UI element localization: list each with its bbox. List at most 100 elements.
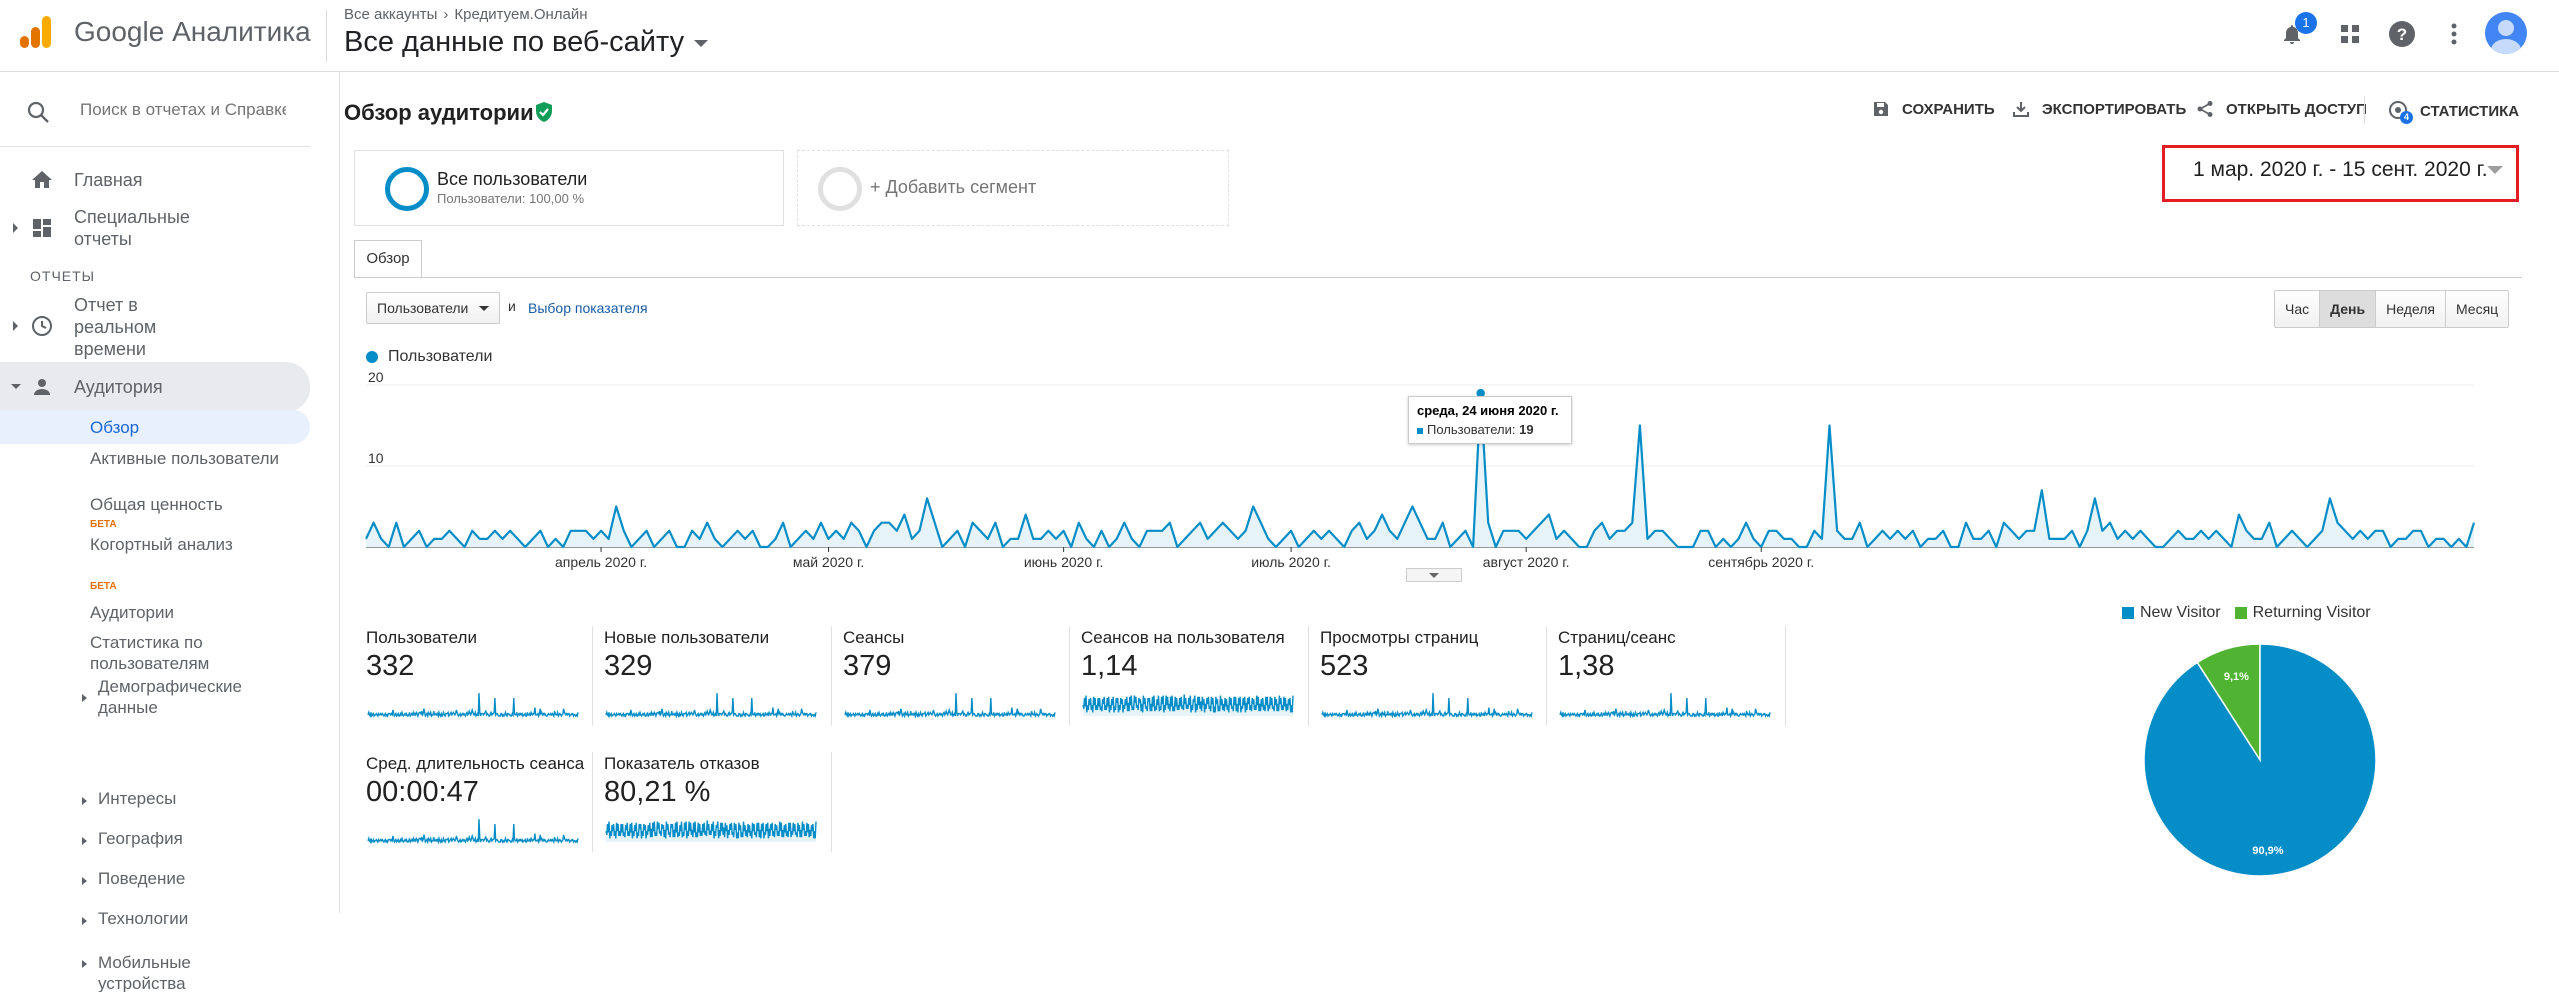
pie-slice-label: 90,9% <box>2252 845 2283 857</box>
sidebar-item-custom-reports[interactable]: Специальные отчеты <box>0 200 310 256</box>
tooltip-label: Пользователи: <box>1427 422 1516 437</box>
insights-button[interactable]: 4 СТАТИСТИКА <box>2388 100 2519 124</box>
kpi-card[interactable]: Сеансы 379 <box>843 628 1079 752</box>
choose-metric-link[interactable]: Выбор показателя <box>528 300 648 316</box>
kpi-card[interactable]: Пользователи 332 <box>366 628 602 752</box>
sidebar-subitem-cohort[interactable]: Когортный анализ БЕТА <box>0 534 310 594</box>
sidebar-item-label: Специальные отчеты <box>74 207 190 249</box>
kpi-value: 00:00:47 <box>366 776 479 808</box>
view-selector[interactable]: Все данные по веб-сайту <box>344 26 709 59</box>
sidebar-subitem-demographics[interactable]: Демографические данные <box>0 676 310 720</box>
more-options-button[interactable] <box>2436 16 2472 52</box>
collapse-arrow-icon[interactable] <box>11 384 21 389</box>
granularity-month-button[interactable]: Месяц <box>2445 291 2509 327</box>
kpi-name: Просмотры страниц <box>1320 628 1479 647</box>
apps-button[interactable] <box>2332 16 2368 52</box>
sidebar-subitem-label: Поведение <box>98 869 186 888</box>
sidebar-subitem-user-explorer[interactable]: Статистика по пользователям <box>0 630 310 674</box>
chart-legend: Пользователи <box>366 348 492 366</box>
tab-overview[interactable]: Обзор <box>354 240 422 278</box>
expand-arrow-icon[interactable] <box>82 694 87 702</box>
kpi-sparkline <box>1321 693 1533 718</box>
sidebar-subitem-technology[interactable]: Технологии <box>0 909 310 946</box>
kpi-card[interactable]: Новые пользователи 329 <box>604 628 840 752</box>
granularity-day-button[interactable]: День <box>2320 291 2377 327</box>
kpi-divider <box>1546 626 1547 726</box>
sidebar-subitem-label: Демографические данные <box>98 677 242 717</box>
sidebar-subitem-geo[interactable]: География <box>0 829 310 866</box>
kpi-value: 523 <box>1320 650 1369 682</box>
expand-arrow-icon[interactable] <box>13 223 18 233</box>
sidebar-subitem-lifetime-value[interactable]: Общая ценность БЕТА <box>0 494 310 536</box>
segment-all-users[interactable]: Все пользователи Пользователи: 100,00 % <box>354 150 784 226</box>
add-segment-button[interactable]: + Добавить сегмент <box>797 150 1229 226</box>
chart-collapse-handle[interactable] <box>1406 568 1462 582</box>
breadcrumb-all-accounts[interactable]: Все аккаунты <box>344 6 438 23</box>
account-avatar[interactable] <box>2485 12 2527 54</box>
breadcrumb-account[interactable]: Кредитуем.Онлайн <box>454 6 588 23</box>
search-input[interactable] <box>80 100 286 120</box>
sparkline-line <box>367 693 579 718</box>
help-button[interactable]: ? <box>2384 16 2420 52</box>
pie-legend-item[interactable]: Returning Visitor <box>2234 604 2371 622</box>
date-range-picker[interactable]: 1 мар. 2020 г. - 15 сент. 2020 г. <box>2162 145 2519 202</box>
kpi-sparkline <box>605 820 817 842</box>
download-icon <box>2013 102 2029 117</box>
sidebar-subitem-overview[interactable]: Обзор <box>0 410 310 444</box>
sidebar-item-label: Отчет в реальном времени <box>74 295 157 359</box>
kpi-value: 1,38 <box>1558 650 1615 682</box>
notifications-button[interactable] <box>2274 16 2310 52</box>
kpi-divider <box>1785 626 1786 726</box>
and-label: и <box>508 298 516 314</box>
save-button[interactable]: СОХРАНИТЬ <box>1872 100 1995 118</box>
export-button[interactable]: ЭКСПОРТИРОВАТЬ <box>2012 100 2186 118</box>
sidebar-subitem-active-users[interactable]: Активные пользователи <box>0 448 310 492</box>
expand-arrow-icon[interactable] <box>82 837 87 845</box>
granularity-hour-button[interactable]: Час <box>2275 291 2321 327</box>
breadcrumb[interactable]: Все аккаунты › Кредитуем.Онлайн <box>344 6 588 23</box>
user-avatar-icon <box>2485 12 2527 54</box>
tooltip-swatch <box>1417 427 1423 434</box>
sidebar-subitem-audiences[interactable]: Аудитории <box>0 600 310 628</box>
kpi-sparkline <box>844 693 1056 718</box>
expand-arrow-icon[interactable] <box>13 321 18 331</box>
kpi-sparkline <box>1559 693 1771 718</box>
pie-legend-item[interactable]: New Visitor <box>2122 604 2221 622</box>
tab-baseline <box>354 277 2522 278</box>
pie-slice[interactable] <box>2143 643 2377 877</box>
kpi-card[interactable]: Показатель отказов 80,21 % <box>604 754 840 878</box>
insights-icon: 4 <box>2388 100 2413 124</box>
share-button[interactable]: ОТКРЫТЬ ДОСТУП <box>2196 100 2367 118</box>
kpi-name: Страниц/сеанс <box>1558 628 1676 647</box>
users-line-chart[interactable]: 10 20 апрель 2020 г. май 2020 г. июнь 2020 г… <box>360 365 2500 575</box>
sidebar-subitem-interests[interactable]: Интересы <box>0 789 310 826</box>
kpi-card[interactable]: Сред. длительность сеанса 00:00:47 <box>366 754 602 878</box>
granularity-week-button[interactable]: Неделя <box>2376 291 2446 327</box>
sidebar-item-realtime[interactable]: Отчет в реальном времени <box>0 290 310 362</box>
kpi-name: Показатель отказов <box>604 754 760 773</box>
legend-swatch <box>366 351 378 363</box>
sidebar-item-audience[interactable]: Аудитория <box>0 362 310 412</box>
sidebar-subitem-mobile[interactable]: Мобильные устройства <box>0 952 310 992</box>
expand-arrow-icon[interactable] <box>82 797 87 805</box>
kpi-card[interactable]: Страниц/сеанс 1,38 <box>1558 628 1794 752</box>
segment-ring-icon <box>385 167 429 211</box>
segment-percentage: Пользователи: 100,00 % <box>437 191 585 206</box>
export-label: ЭКСПОРТИРОВАТЬ <box>2042 100 2187 118</box>
visitor-type-pie-chart[interactable]: 9,1% 90,9% <box>2140 640 2380 880</box>
notifications-badge: 1 <box>2295 12 2317 34</box>
page-title: Обзор аудитории <box>344 100 534 125</box>
sidebar-item-home[interactable]: Главная <box>0 160 310 200</box>
expand-arrow-icon[interactable] <box>82 917 87 925</box>
kpi-sparkline <box>1082 694 1294 716</box>
chart-tooltip: среда, 24 июня 2020 г. Пользователи: 19 <box>1408 396 1572 444</box>
kpi-card[interactable]: Просмотры страниц 523 <box>1320 628 1556 752</box>
analytics-logo-icon[interactable] <box>18 14 54 50</box>
metric-select[interactable]: Пользователи <box>366 292 500 324</box>
sidebar-search[interactable] <box>0 88 340 138</box>
sidebar-subitem-behavior[interactable]: Поведение <box>0 869 310 906</box>
expand-arrow-icon[interactable] <box>82 877 87 885</box>
save-icon <box>1874 102 1888 116</box>
expand-arrow-icon[interactable] <box>82 960 87 968</box>
kpi-card[interactable]: Сеансов на пользователя 1,14 <box>1081 628 1317 752</box>
